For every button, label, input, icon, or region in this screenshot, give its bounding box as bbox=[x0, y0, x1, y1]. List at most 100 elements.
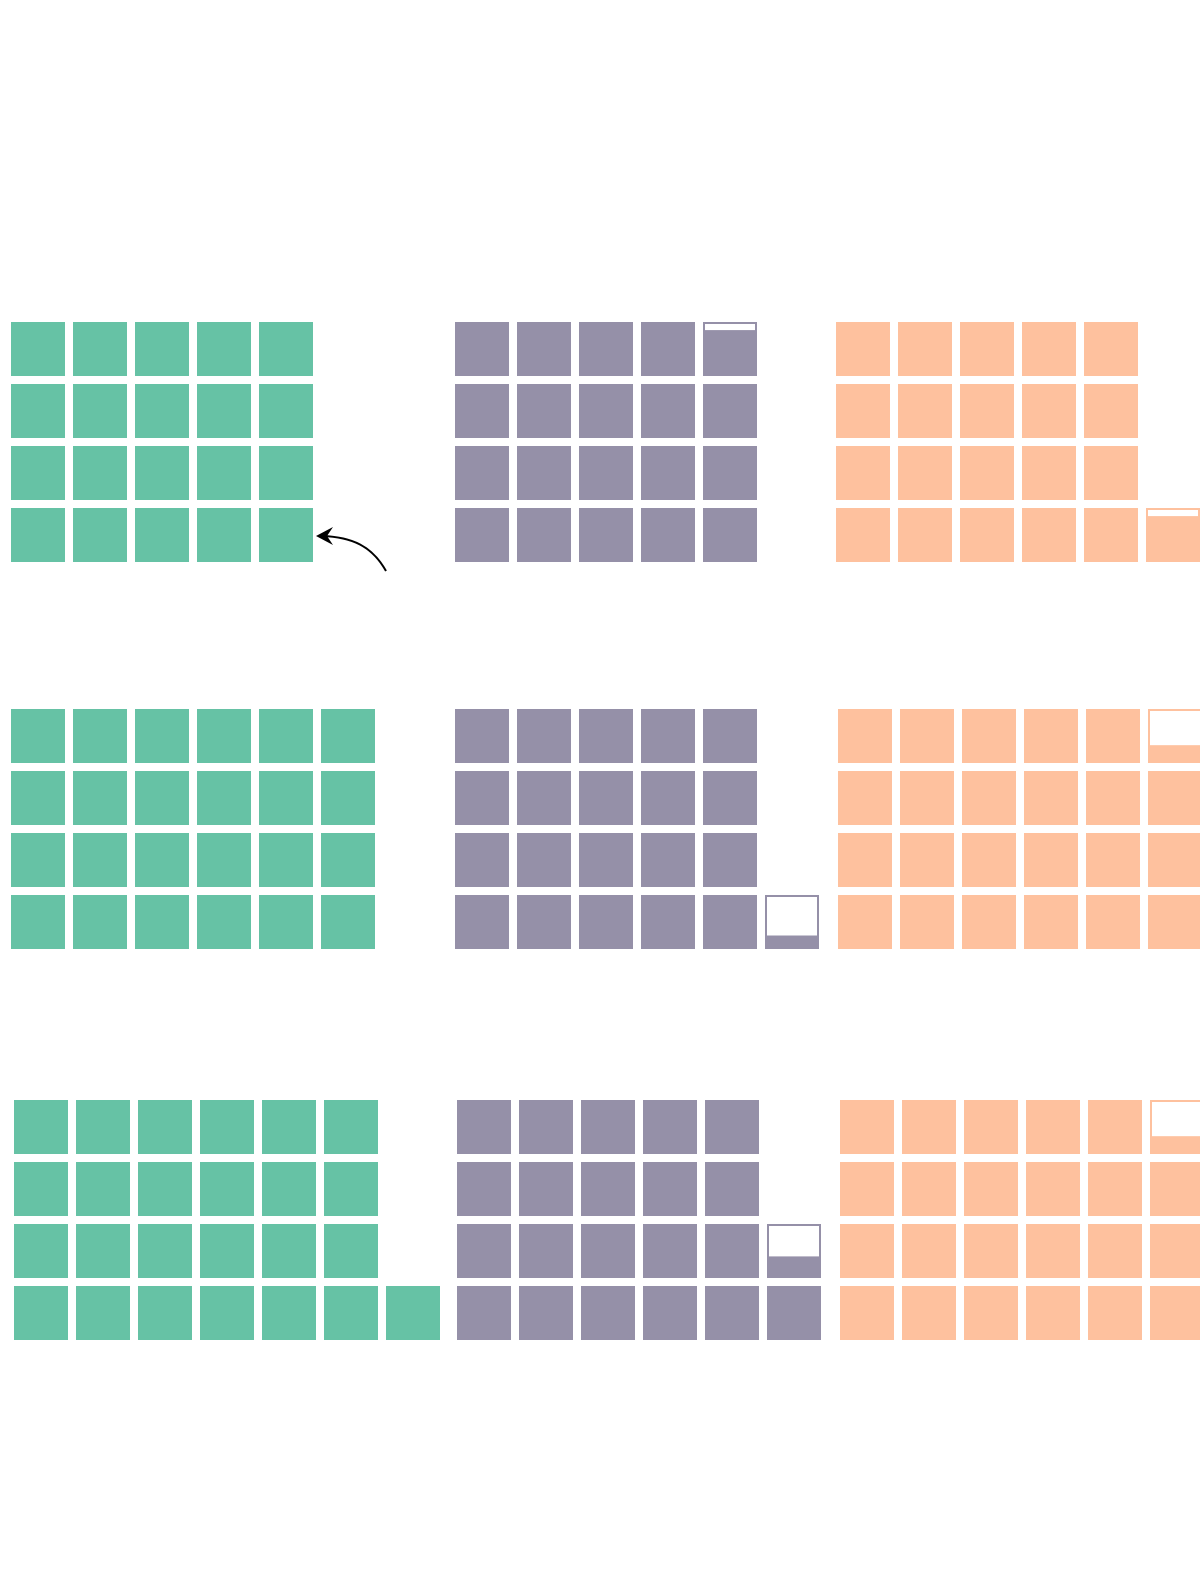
waffle-square bbox=[641, 709, 695, 763]
waffle-square bbox=[838, 771, 892, 825]
waffle-square bbox=[962, 709, 1016, 763]
waffle-square bbox=[1084, 322, 1138, 376]
waffle-square bbox=[457, 1100, 511, 1154]
waffle-square bbox=[517, 771, 571, 825]
waffle-square bbox=[898, 384, 952, 438]
waffle-square bbox=[455, 384, 509, 438]
waffle-square bbox=[519, 1162, 573, 1216]
waffle-square bbox=[900, 833, 954, 887]
waffle-square bbox=[138, 1224, 192, 1278]
waffle-square bbox=[1088, 1162, 1142, 1216]
waffle-square bbox=[11, 771, 65, 825]
waffle-square bbox=[455, 508, 509, 562]
waffle-square bbox=[262, 1162, 316, 1216]
waffle-square bbox=[11, 833, 65, 887]
waffle-square bbox=[836, 322, 890, 376]
waffle-square bbox=[519, 1224, 573, 1278]
waffle-square bbox=[14, 1224, 68, 1278]
waffle-square bbox=[898, 322, 952, 376]
waffle-square bbox=[1022, 508, 1076, 562]
waffle-square bbox=[836, 508, 890, 562]
waffle-square bbox=[1024, 709, 1078, 763]
waffle-square bbox=[197, 895, 251, 949]
waffle-square bbox=[641, 322, 695, 376]
waffle-square bbox=[581, 1100, 635, 1154]
waffle-square bbox=[579, 384, 633, 438]
waffle-square bbox=[11, 322, 65, 376]
waffle-square bbox=[902, 1100, 956, 1154]
waffle-group-purple bbox=[457, 1100, 821, 1340]
waffle-partial-square-fill bbox=[703, 330, 757, 376]
waffle-square bbox=[840, 1162, 894, 1216]
waffle-square bbox=[898, 508, 952, 562]
waffle-square bbox=[641, 508, 695, 562]
waffle-square bbox=[581, 1286, 635, 1340]
waffle-group-green bbox=[11, 322, 313, 562]
waffle-square bbox=[455, 709, 509, 763]
waffle-partial-square-fill bbox=[1150, 1136, 1200, 1154]
waffle-square bbox=[641, 384, 695, 438]
waffle-square bbox=[643, 1162, 697, 1216]
waffle-square bbox=[579, 322, 633, 376]
waffle-square bbox=[321, 895, 375, 949]
waffle-square bbox=[135, 384, 189, 438]
waffle-square bbox=[1026, 1162, 1080, 1216]
waffle-square bbox=[73, 709, 127, 763]
waffle-square bbox=[135, 446, 189, 500]
waffle-layer bbox=[11, 322, 1200, 1340]
waffle-square bbox=[1150, 1162, 1200, 1216]
waffle-square bbox=[73, 446, 127, 500]
waffle-square bbox=[579, 833, 633, 887]
waffle-square bbox=[386, 1286, 440, 1340]
waffle-square bbox=[1022, 446, 1076, 500]
waffle-square bbox=[517, 833, 571, 887]
waffle-square bbox=[1024, 833, 1078, 887]
waffle-square bbox=[76, 1162, 130, 1216]
waffle-square bbox=[455, 322, 509, 376]
waffle-square bbox=[197, 508, 251, 562]
waffle-square bbox=[902, 1286, 956, 1340]
waffle-group-green bbox=[11, 709, 375, 949]
waffle-square bbox=[457, 1224, 511, 1278]
waffle-square bbox=[579, 508, 633, 562]
waffle-square bbox=[1084, 508, 1138, 562]
waffle-square bbox=[11, 384, 65, 438]
waffle-square bbox=[200, 1286, 254, 1340]
waffle-square bbox=[838, 709, 892, 763]
waffle-group-purple bbox=[455, 709, 819, 949]
waffle-square bbox=[579, 771, 633, 825]
waffle-square bbox=[964, 1162, 1018, 1216]
waffle-square bbox=[262, 1100, 316, 1154]
waffle-square bbox=[1026, 1286, 1080, 1340]
waffle-square bbox=[517, 446, 571, 500]
waffle-square bbox=[581, 1224, 635, 1278]
waffle-group-orange bbox=[840, 1100, 1200, 1340]
waffle-square bbox=[517, 508, 571, 562]
waffle-square bbox=[73, 508, 127, 562]
waffle-partial-square-fill bbox=[765, 935, 819, 949]
waffle-square bbox=[138, 1162, 192, 1216]
waffle-square bbox=[703, 508, 757, 562]
waffle-square bbox=[259, 322, 313, 376]
waffle-square bbox=[259, 508, 313, 562]
waffle-square bbox=[517, 322, 571, 376]
waffle-square bbox=[964, 1286, 1018, 1340]
waffle-square bbox=[14, 1162, 68, 1216]
waffle-square bbox=[705, 1162, 759, 1216]
waffle-square bbox=[643, 1286, 697, 1340]
waffle-square bbox=[135, 895, 189, 949]
waffle-square bbox=[705, 1224, 759, 1278]
waffle-square bbox=[73, 322, 127, 376]
waffle-square bbox=[259, 833, 313, 887]
waffle-square bbox=[262, 1224, 316, 1278]
waffle-square bbox=[73, 384, 127, 438]
waffle-square bbox=[1022, 384, 1076, 438]
waffle-square bbox=[259, 771, 313, 825]
waffle-square bbox=[902, 1162, 956, 1216]
waffle-square bbox=[960, 322, 1014, 376]
waffle-square bbox=[197, 384, 251, 438]
waffle-square bbox=[1084, 446, 1138, 500]
waffle-square bbox=[135, 322, 189, 376]
waffle-square bbox=[1024, 771, 1078, 825]
